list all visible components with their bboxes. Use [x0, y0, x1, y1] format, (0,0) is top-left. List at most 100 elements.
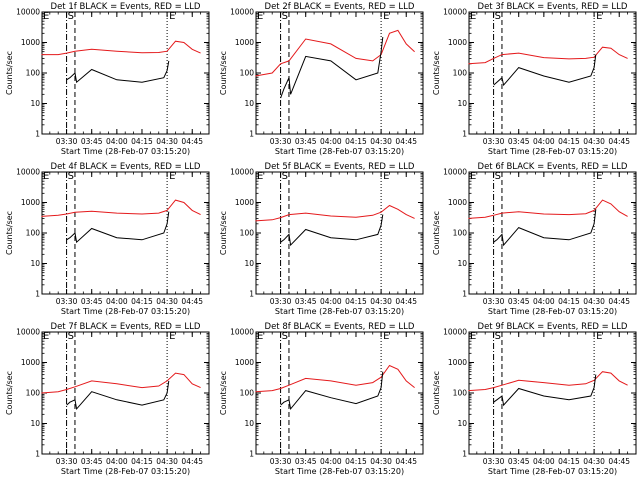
- series-line-lld: [468, 46, 628, 65]
- x-tick-label: 03:45: [508, 457, 530, 466]
- y-tick-label: 1: [249, 130, 254, 139]
- x-tick-label: 04:15: [345, 457, 367, 466]
- y-tick-label: 1000: [235, 38, 254, 47]
- series-line-events: [280, 37, 384, 99]
- x-tick-label: 04:00: [320, 457, 342, 466]
- y-tick-label: 1000: [448, 38, 467, 47]
- y-tick-label: 10: [30, 259, 40, 268]
- x-tick-label: 03:45: [295, 457, 317, 466]
- x-tick-label: 03:30: [270, 137, 292, 146]
- marker-label-start: E: [257, 331, 263, 342]
- chart-title: Det 1f BLACK = Events, RED = LLD: [51, 2, 201, 12]
- x-tick-label: 03:30: [56, 457, 78, 466]
- series-line-events: [66, 211, 170, 244]
- chart-title: Det 7f BLACK = Events, RED = LLD: [51, 322, 201, 332]
- x-axis-label: Start Time (28-Feb-07 03:15:20): [488, 307, 617, 316]
- chart-panel-7: Det 7f BLACK = Events, RED = LLD 1 10 100 10…: [5, 322, 210, 476]
- y-tick-label: 1000: [235, 198, 254, 207]
- y-axis-label: Counts/sec: [5, 51, 14, 95]
- x-tick-label: 04:30: [370, 297, 392, 306]
- y-tick-label: 10000: [16, 328, 40, 337]
- x-tick-label: 04:30: [370, 457, 392, 466]
- y-tick-label: 1000: [21, 198, 40, 207]
- x-tick-label: 04:15: [131, 297, 153, 306]
- x-tick-label: 03:45: [508, 297, 530, 306]
- y-tick-label: 1000: [448, 198, 467, 207]
- series-line-events: [280, 214, 384, 247]
- x-tick-label: 04:30: [370, 137, 392, 146]
- y-tick-label: 10000: [230, 168, 254, 177]
- marker-label-S: S: [282, 11, 288, 22]
- marker-label-E: E: [169, 11, 175, 22]
- series-line-lld: [468, 199, 628, 219]
- x-tick-label: 03:45: [295, 297, 317, 306]
- marker-label-E: E: [596, 11, 602, 22]
- marker-label-E: E: [596, 171, 602, 182]
- y-tick-label: 10: [30, 99, 40, 108]
- chart-title: Det 6f BLACK = Events, RED = LLD: [478, 162, 628, 172]
- x-tick-label: 03:45: [81, 457, 103, 466]
- x-tick-label: 04:30: [156, 457, 178, 466]
- marker-label-S: S: [282, 331, 288, 342]
- x-tick-label: 04:30: [583, 297, 605, 306]
- x-tick-label: 03:45: [295, 137, 317, 146]
- chart-title: Det 8f BLACK = Events, RED = LLD: [265, 322, 415, 332]
- x-tick-label: 04:00: [533, 137, 555, 146]
- x-tick-label: 04:45: [181, 137, 203, 146]
- y-axis-label: Counts/sec: [5, 211, 14, 255]
- x-tick-label: 04:45: [395, 297, 417, 306]
- marker-label-start: E: [257, 171, 263, 182]
- marker-label-E: E: [169, 331, 175, 342]
- marker-label-start: E: [470, 331, 476, 342]
- y-tick-label: 10000: [443, 328, 467, 337]
- y-tick-label: 100: [240, 69, 255, 78]
- y-tick-label: 100: [240, 389, 255, 398]
- y-axis-label: Counts/sec: [219, 371, 228, 415]
- y-tick-label: 1: [462, 290, 467, 299]
- x-tick-label: 04:15: [558, 297, 580, 306]
- marker-label-E: E: [169, 171, 175, 182]
- series-line-lld: [255, 204, 415, 222]
- y-tick-label: 100: [26, 389, 41, 398]
- y-tick-label: 1000: [235, 358, 254, 367]
- x-tick-label: 04:15: [345, 137, 367, 146]
- x-tick-label: 04:45: [608, 137, 630, 146]
- y-tick-label: 100: [453, 229, 468, 238]
- chart-title: Det 5f BLACK = Events, RED = LLD: [265, 162, 415, 172]
- y-tick-label: 1: [35, 450, 40, 459]
- chart-panel-9: Det 9f BLACK = Events, RED = LLD 1 10 100 10…: [432, 322, 637, 476]
- chart-panel-5: Det 5f BLACK = Events, RED = LLD 1 10 100 10…: [219, 162, 424, 316]
- chart-title: Det 9f BLACK = Events, RED = LLD: [478, 322, 628, 332]
- y-tick-label: 10000: [16, 8, 40, 17]
- x-tick-label: 03:30: [56, 297, 78, 306]
- y-tick-label: 10: [244, 99, 254, 108]
- chart-panel-1: Det 1f BLACK = Events, RED = LLD 1 10 100 10…: [5, 2, 210, 156]
- chart-panel-2: Det 2f BLACK = Events, RED = LLD 1 10 100 10…: [219, 2, 424, 156]
- marker-label-S: S: [495, 11, 501, 22]
- marker-label-S: S: [68, 11, 74, 22]
- y-tick-label: 1000: [448, 358, 467, 367]
- chart-panel-6: Det 6f BLACK = Events, RED = LLD 1 10 100 10…: [432, 162, 637, 316]
- series-line-lld: [41, 40, 201, 56]
- y-axis-label: Counts/sec: [432, 371, 441, 415]
- x-tick-label: 04:00: [320, 137, 342, 146]
- chart-title: Det 4f BLACK = Events, RED = LLD: [51, 162, 201, 172]
- x-tick-label: 03:30: [483, 457, 505, 466]
- x-tick-label: 04:30: [156, 297, 178, 306]
- marker-label-S: S: [68, 331, 74, 342]
- marker-label-E: E: [383, 331, 389, 342]
- marker-label-E: E: [383, 171, 389, 182]
- y-tick-label: 10000: [443, 168, 467, 177]
- y-tick-label: 1: [35, 130, 40, 139]
- y-tick-label: 1: [249, 450, 254, 459]
- chart-title: Det 3f BLACK = Events, RED = LLD: [478, 2, 628, 12]
- x-tick-label: 04:00: [533, 297, 555, 306]
- x-tick-label: 04:45: [395, 137, 417, 146]
- series-line-lld: [255, 29, 415, 77]
- x-tick-label: 03:30: [483, 297, 505, 306]
- x-tick-label: 04:15: [558, 137, 580, 146]
- marker-label-start: E: [470, 171, 476, 182]
- chart-title: Det 2f BLACK = Events, RED = LLD: [265, 2, 415, 12]
- marker-label-S: S: [68, 171, 74, 182]
